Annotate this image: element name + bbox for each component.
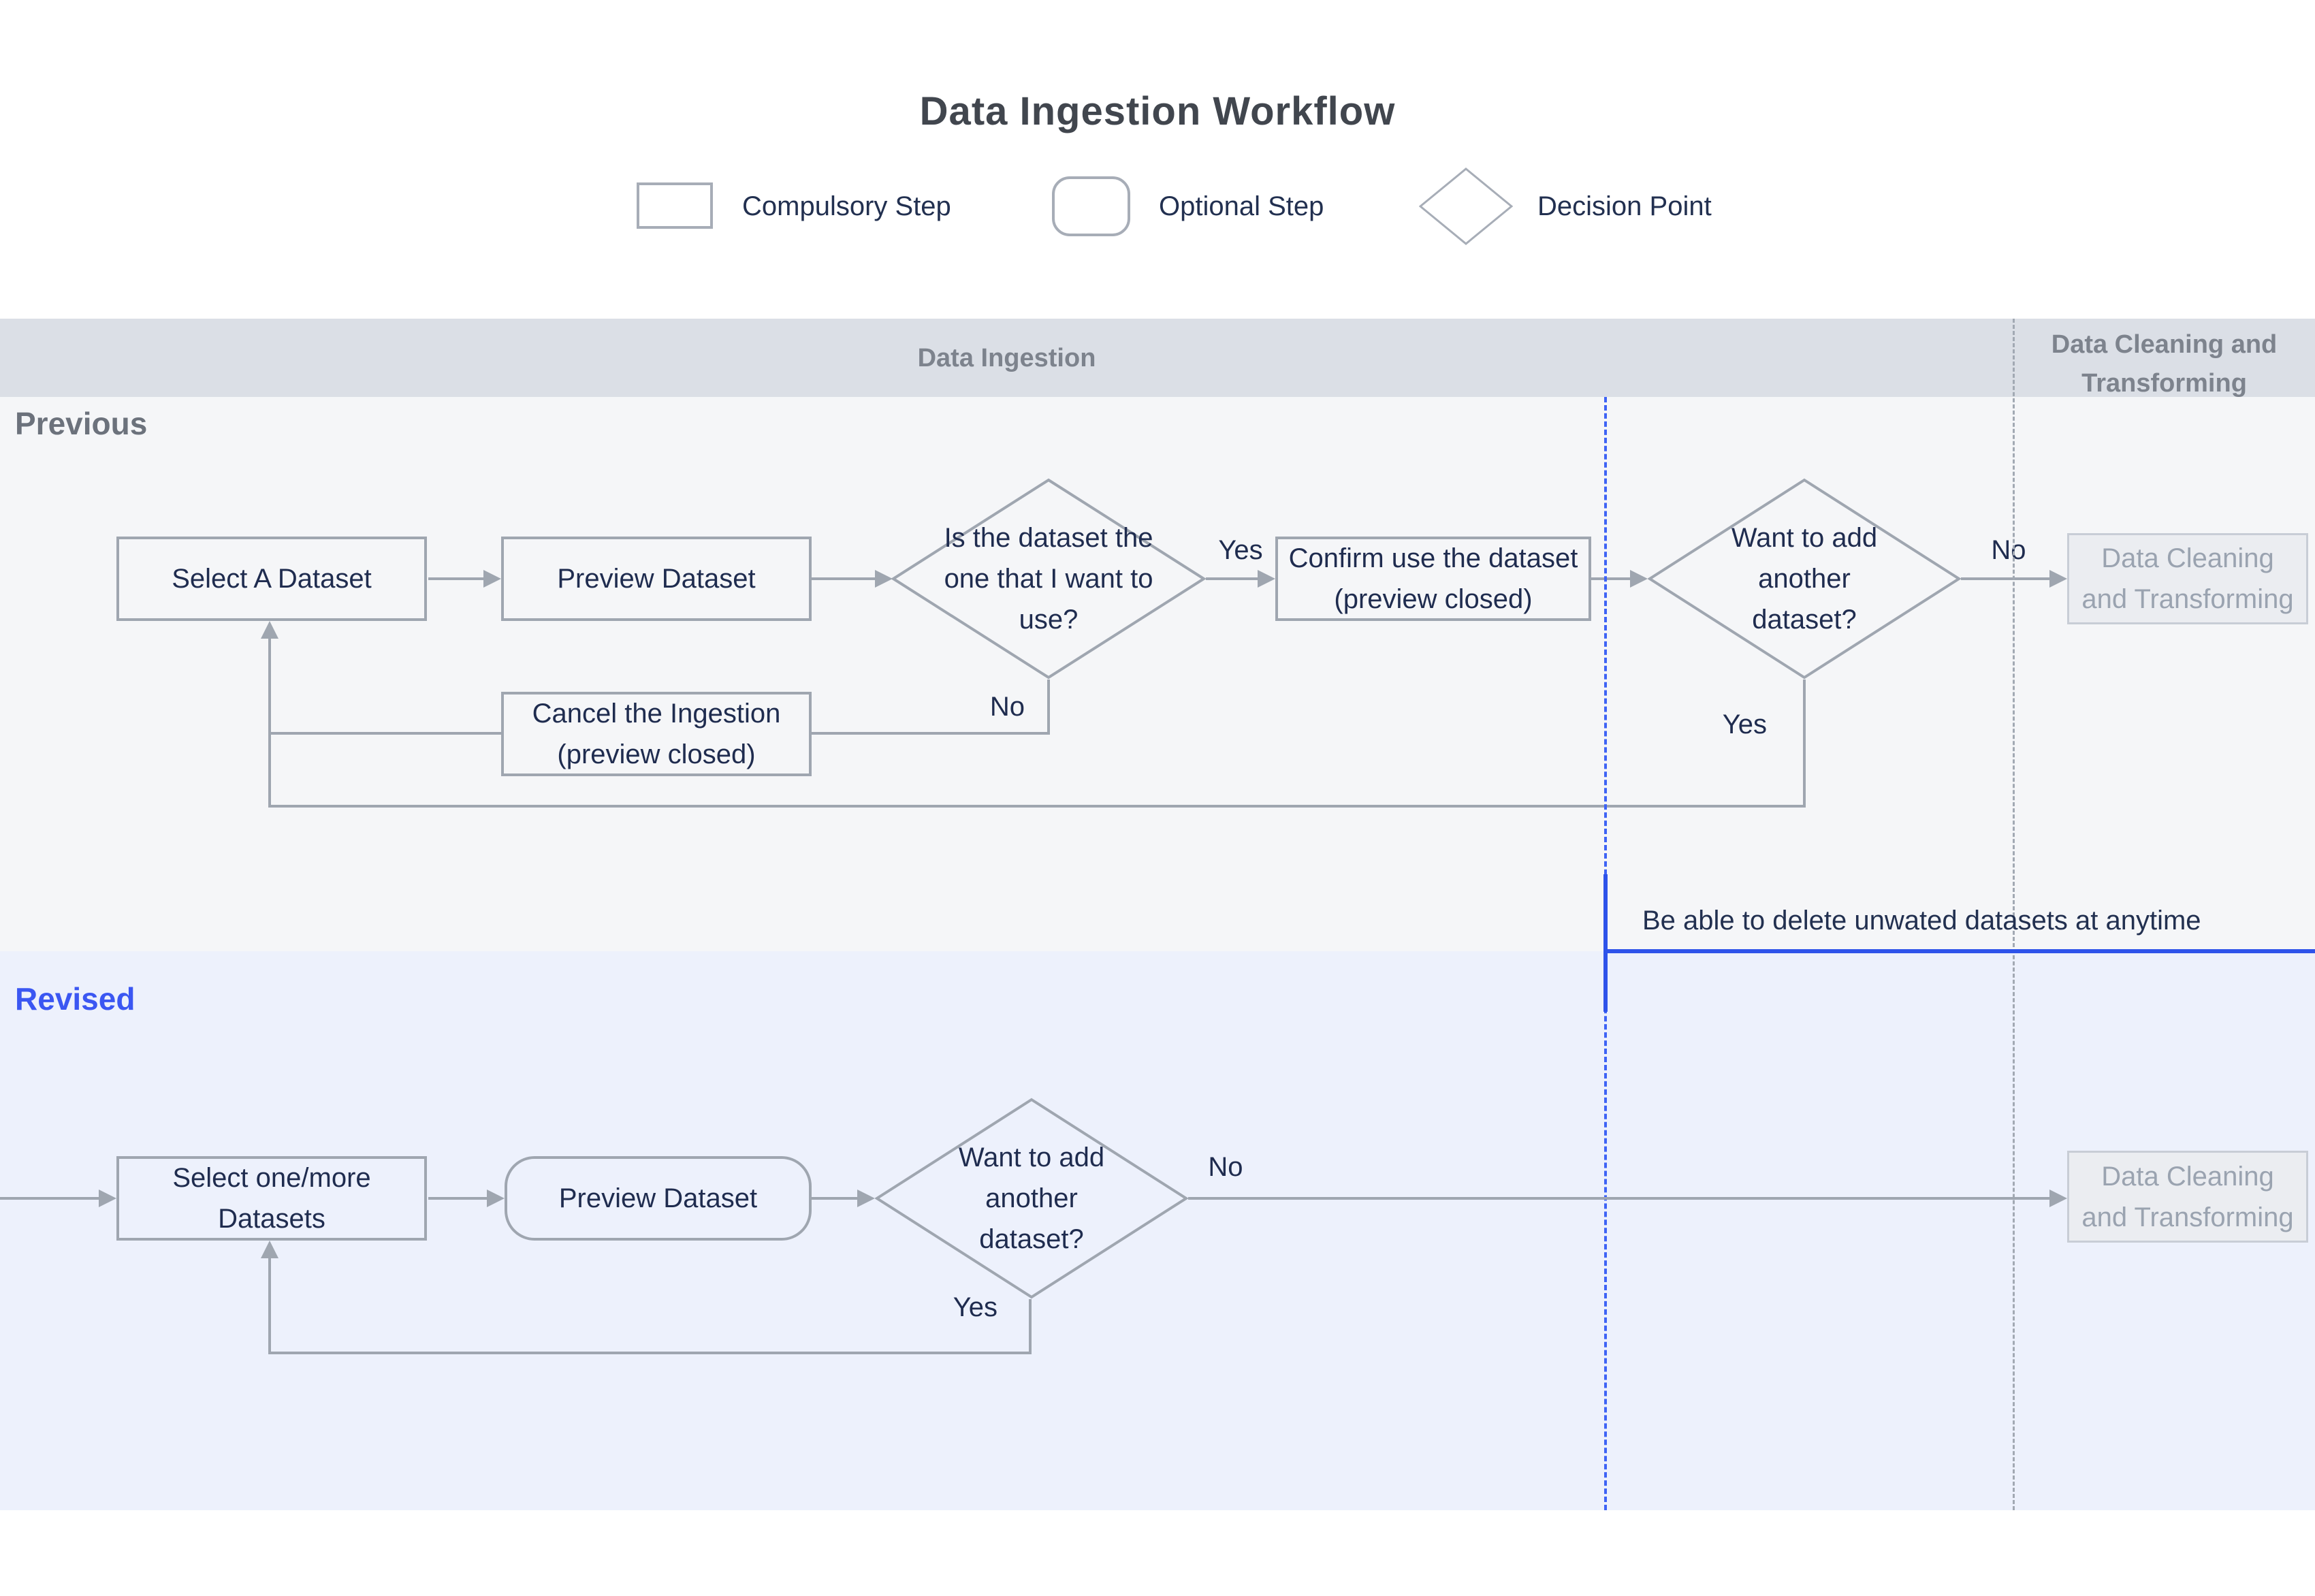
node-select-one-more-datasets: Select one/more Datasets [116,1156,427,1241]
node-confirm-use-dataset: Confirm use the dataset (preview closed) [1275,537,1591,621]
connector-decision-to-confirm [1206,577,1259,580]
arrowhead-select-to-preview [483,570,501,588]
arrowhead-decision-to-cleaning-revised [2049,1190,2067,1207]
arrowhead-loop-into-select-revised [261,1241,278,1258]
connector-loop-up-revised [268,1257,271,1354]
revised-section-label: Revised [15,981,135,1017]
connector-select-to-preview-revised [428,1197,487,1200]
connector-loop-up-previous [268,637,271,808]
connector-cancel-to-loop [270,732,501,735]
arrowhead-select-to-preview-revised [487,1190,505,1207]
previous-section-label: Previous [15,406,148,441]
previous-section-background [0,397,2315,951]
connector-decision-yes-down-revised [1029,1299,1032,1354]
legend-decision-label: Decision Point [1537,191,1712,221]
annotation-horizontal-line [1604,949,2315,953]
connector-loop-bottom-previous [270,805,1806,808]
node-data-cleaning-previous: Data Cleaning and Transforming [2067,533,2308,624]
legend-optional-label: Optional Step [1159,191,1324,221]
node-preview-dataset: Preview Dataset [501,537,812,621]
arrowhead-decision-to-confirm [1258,570,1275,588]
arrowhead-entry-revised [99,1190,116,1207]
edge-label-yes-use: Yes [1218,535,1263,565]
connector-loop-bottom-revised [270,1352,1030,1354]
annotation-vertical-line [1603,874,1608,1012]
legend-decision-shape [1418,167,1514,245]
node-data-cleaning-revised: Data Cleaning and Transforming [2067,1151,2308,1243]
connector-select-to-preview [428,577,485,580]
legend-compulsory-label: Compulsory Step [742,191,951,221]
swimlane-header-band [0,319,2315,397]
legend-compulsory-shape [637,182,713,229]
column-header-data-cleaning: Data Cleaning and Transforming [2051,330,2278,398]
node-cancel-ingestion: Cancel the Ingestion (preview closed) [501,692,812,776]
edge-label-yes-add-previous: Yes [1722,709,1767,739]
connector-no-to-cancel [812,732,1050,735]
annotation-note: Be able to delete unwated datasets at an… [1642,906,2201,936]
connector-confirm-to-decision2 [1591,577,1631,580]
arrowhead-confirm-to-decision2 [1630,570,1648,588]
arrowhead-decision2-to-cleaning [2049,570,2067,588]
connector-decision2-to-cleaning [1961,577,2051,580]
column-divider-dashed-line [2013,319,2015,1510]
arrowhead-preview-to-decision [875,570,893,588]
edge-label-yes-add-revised: Yes [953,1292,997,1322]
edge-label-no-use: No [989,692,1025,722]
node-preview-dataset-revised: Preview Dataset [505,1156,812,1241]
arrowhead-loop-into-select [261,621,278,639]
edge-label-no-add-previous: No [1991,535,2026,565]
connector-decision-to-cleaning-revised [1188,1197,2051,1200]
node-select-a-dataset: Select A Dataset [116,537,427,621]
connector-preview-to-decision [812,577,875,580]
legend-optional-shape [1052,176,1130,236]
connector-decision1-no-down [1047,680,1050,735]
edge-label-no-add-revised: No [1208,1152,1243,1182]
page-title: Data Ingestion Workflow [919,89,1396,133]
column-header-data-ingestion: Data Ingestion [917,344,1096,372]
connector-preview-to-decision-revised [812,1197,859,1200]
connector-decision2-yes-down [1803,680,1806,808]
connector-entry-revised [0,1197,100,1200]
arrowhead-preview-to-decision-revised [857,1190,875,1207]
